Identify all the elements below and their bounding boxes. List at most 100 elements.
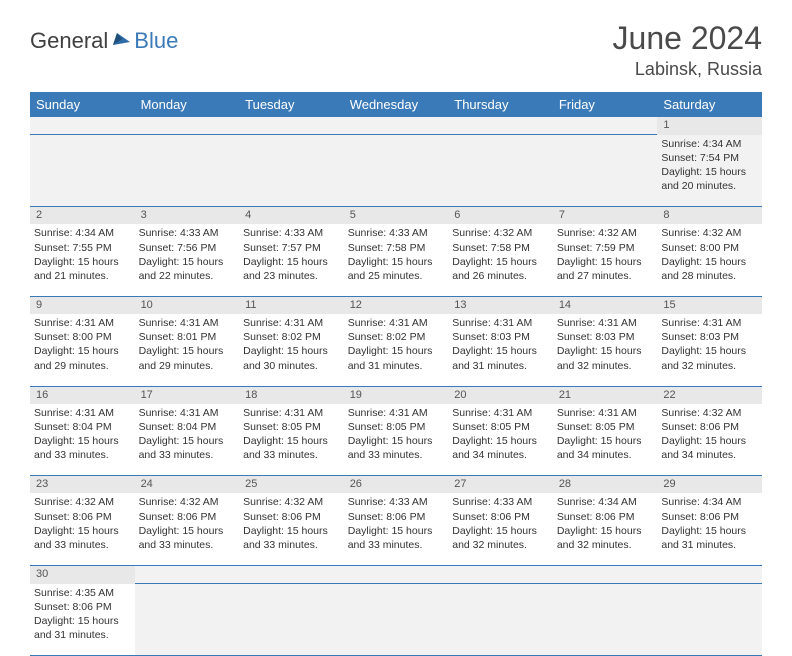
day-number: 1 [657,117,762,135]
daylight-text-1: Daylight: 15 hours [452,344,549,358]
day-number: 12 [344,296,449,314]
sunset-text: Sunset: 8:06 PM [557,510,654,524]
day-number [448,117,553,135]
sunset-text: Sunset: 8:06 PM [661,510,758,524]
sunset-text: Sunset: 8:00 PM [661,241,758,255]
day-number: 24 [135,476,240,494]
sunset-text: Sunset: 8:00 PM [34,330,131,344]
daylight-text-2: and 33 minutes. [348,448,445,462]
sunset-text: Sunset: 7:54 PM [661,151,758,165]
day-number-row: 16171819202122 [30,386,762,404]
day-cell: Sunrise: 4:31 AMSunset: 8:05 PMDaylight:… [553,404,658,476]
sunset-text: Sunset: 7:58 PM [348,241,445,255]
sunrise-text: Sunrise: 4:31 AM [557,316,654,330]
sunset-text: Sunset: 8:05 PM [243,420,340,434]
day-cell: Sunrise: 4:31 AMSunset: 8:03 PMDaylight:… [553,314,658,386]
daylight-text-2: and 31 minutes. [34,628,131,642]
day-cell: Sunrise: 4:31 AMSunset: 8:05 PMDaylight:… [344,404,449,476]
weekday-header: Tuesday [239,92,344,117]
sunset-text: Sunset: 8:05 PM [557,420,654,434]
day-number: 23 [30,476,135,494]
day-number: 3 [135,207,240,225]
sunset-text: Sunset: 7:58 PM [452,241,549,255]
sunset-text: Sunset: 8:06 PM [452,510,549,524]
sunrise-text: Sunrise: 4:32 AM [243,495,340,509]
day-number [135,117,240,135]
sunset-text: Sunset: 8:04 PM [139,420,236,434]
day-number: 10 [135,296,240,314]
daylight-text-2: and 33 minutes. [34,538,131,552]
day-info-row: Sunrise: 4:35 AMSunset: 8:06 PMDaylight:… [30,584,762,656]
daylight-text-2: and 33 minutes. [139,448,236,462]
daylight-text-2: and 21 minutes. [34,269,131,283]
month-title: June 2024 [613,20,762,57]
sunrise-text: Sunrise: 4:31 AM [348,406,445,420]
title-block: June 2024 Labinsk, Russia [613,20,762,80]
weekday-header: Friday [553,92,658,117]
day-number: 14 [553,296,658,314]
day-number: 29 [657,476,762,494]
sunrise-text: Sunrise: 4:32 AM [139,495,236,509]
daylight-text-1: Daylight: 15 hours [34,524,131,538]
sunrise-text: Sunrise: 4:31 AM [243,406,340,420]
sunrise-text: Sunrise: 4:32 AM [661,406,758,420]
daylight-text-2: and 32 minutes. [452,538,549,552]
sunrise-text: Sunrise: 4:31 AM [243,316,340,330]
day-number: 2 [30,207,135,225]
day-cell: Sunrise: 4:35 AMSunset: 8:06 PMDaylight:… [30,584,135,656]
day-cell: Sunrise: 4:31 AMSunset: 8:00 PMDaylight:… [30,314,135,386]
sunset-text: Sunset: 8:03 PM [452,330,549,344]
sunrise-text: Sunrise: 4:31 AM [452,406,549,420]
weekday-header-row: SundayMondayTuesdayWednesdayThursdayFrid… [30,92,762,117]
day-number [448,565,553,583]
day-cell: Sunrise: 4:33 AMSunset: 8:06 PMDaylight:… [344,493,449,565]
day-number [657,565,762,583]
day-number [239,117,344,135]
sunset-text: Sunset: 8:03 PM [557,330,654,344]
daylight-text-2: and 20 minutes. [661,179,758,193]
location: Labinsk, Russia [613,59,762,80]
sunrise-text: Sunrise: 4:31 AM [661,316,758,330]
day-number: 8 [657,207,762,225]
daylight-text-2: and 22 minutes. [139,269,236,283]
day-cell: Sunrise: 4:33 AMSunset: 7:58 PMDaylight:… [344,224,449,296]
day-number: 6 [448,207,553,225]
daylight-text-2: and 26 minutes. [452,269,549,283]
sunrise-text: Sunrise: 4:34 AM [661,495,758,509]
sunset-text: Sunset: 8:06 PM [243,510,340,524]
daylight-text-1: Daylight: 15 hours [661,434,758,448]
calendar-table: SundayMondayTuesdayWednesdayThursdayFrid… [30,92,762,656]
daylight-text-1: Daylight: 15 hours [34,344,131,358]
daylight-text-2: and 34 minutes. [661,448,758,462]
day-cell [135,584,240,656]
daylight-text-1: Daylight: 15 hours [34,614,131,628]
day-number-row: 9101112131415 [30,296,762,314]
day-cell: Sunrise: 4:32 AMSunset: 8:00 PMDaylight:… [657,224,762,296]
day-cell: Sunrise: 4:31 AMSunset: 8:05 PMDaylight:… [448,404,553,476]
day-cell: Sunrise: 4:33 AMSunset: 7:56 PMDaylight:… [135,224,240,296]
daylight-text-1: Daylight: 15 hours [452,524,549,538]
day-cell: Sunrise: 4:32 AMSunset: 8:06 PMDaylight:… [135,493,240,565]
day-number: 30 [30,565,135,583]
day-cell: Sunrise: 4:31 AMSunset: 8:03 PMDaylight:… [657,314,762,386]
daylight-text-1: Daylight: 15 hours [348,255,445,269]
day-number: 21 [553,386,658,404]
daylight-text-2: and 31 minutes. [348,359,445,373]
day-info-row: Sunrise: 4:31 AM Sunset: 8:04 PM Daylight:… [30,404,762,476]
day-cell [448,135,553,207]
day-number: 16 [30,386,135,404]
day-cell: Sunrise: 4:31 AMSunset: 8:02 PMDaylight:… [344,314,449,386]
day-cell: Sunrise: 4:31 AMSunset: 8:04 PMDaylight:… [30,404,135,476]
daylight-text-2: and 30 minutes. [243,359,340,373]
day-number-row: 23242526272829 [30,476,762,494]
day-cell [30,135,135,207]
day-number: 17 [135,386,240,404]
day-number: 28 [553,476,658,494]
sunset-text: Sunset: 8:06 PM [348,510,445,524]
sunrise-text: Sunrise: 4:31 AM [139,316,236,330]
day-cell [239,584,344,656]
day-cell: Sunrise: 4:33 AMSunset: 8:06 PMDaylight:… [448,493,553,565]
day-number-row: 1 [30,117,762,135]
sunrise-text: Sunrise: 4:33 AM [348,495,445,509]
flag-icon [112,30,132,53]
